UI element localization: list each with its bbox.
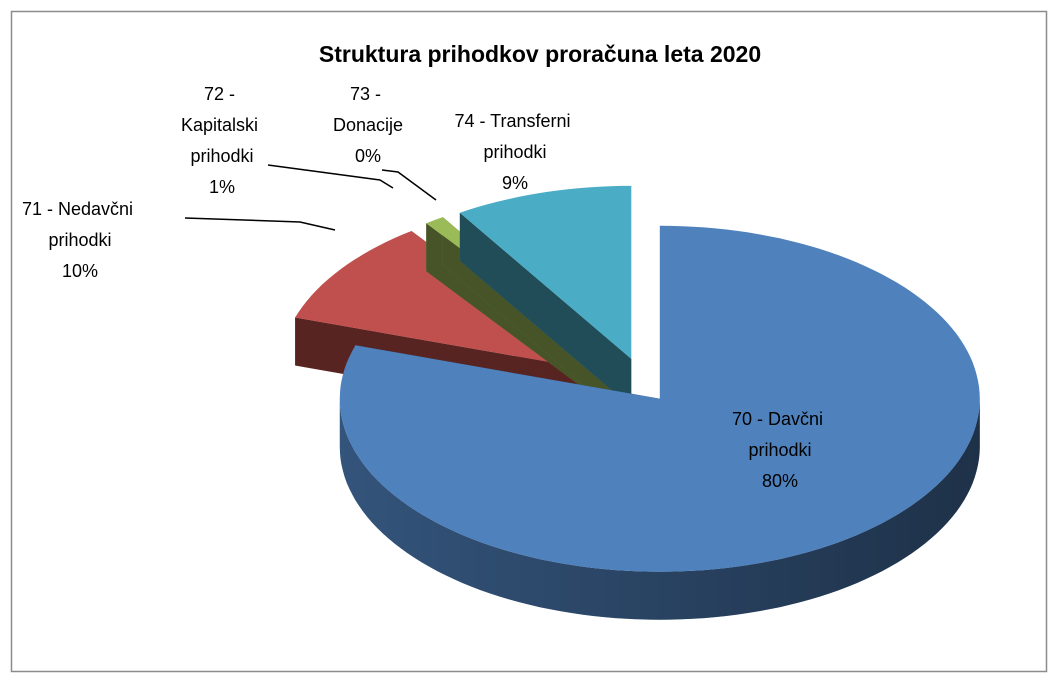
slice-value-label: 0% — [355, 146, 381, 166]
slice-radial-shade — [459, 212, 632, 407]
leader-line — [381, 169, 437, 201]
slice-value-label: 9% — [502, 173, 528, 193]
slice-value-label: 1% — [209, 177, 235, 197]
slice-label: 70 - Davčni prihodki — [732, 409, 828, 460]
leader-line — [184, 217, 336, 231]
slice-top — [339, 225, 980, 572]
slice-outer-shade — [339, 398, 980, 620]
slice-label: 72 - Kapitalski prihodki — [181, 84, 263, 166]
leader-line — [267, 164, 394, 189]
slice — [459, 185, 632, 407]
slice-label: 73 - Donacije — [333, 84, 403, 135]
slice — [339, 225, 980, 620]
slice-value-label: 10% — [62, 261, 98, 281]
chart-title: Struktura prihodkov proračuna leta 2020 — [319, 41, 761, 67]
slice-value-label: 80% — [762, 471, 798, 491]
slice-top — [459, 185, 632, 359]
slice-label: 74 - Transferni prihodki — [454, 111, 575, 162]
slice-label: 71 - Nedavčni prihodki — [22, 199, 138, 250]
